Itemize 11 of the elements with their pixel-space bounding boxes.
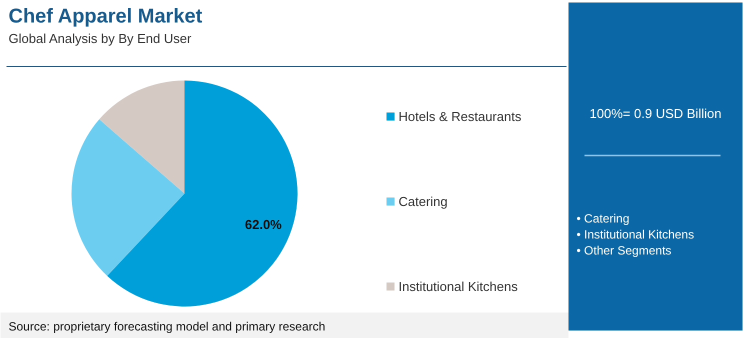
text: 100%= 0.9 USD Billion [590,106,722,121]
chart-title: Chef Apparel Market [8,6,203,28]
source-note: Source: proprietary forecasting model and primary research [8,320,326,334]
text: • Catering [576,212,630,226]
legend-label: Institutional Kitchens [398,279,518,294]
chart-subtitle: Global Analysis by By End User [8,31,192,46]
legend-label: Catering [398,194,448,209]
text: • Institutional Kitchens [576,228,694,242]
data-label: 62.0% [244,217,282,232]
legend-label: Hotels & Restaurants [398,109,522,124]
text: • Other Segments [576,244,672,258]
